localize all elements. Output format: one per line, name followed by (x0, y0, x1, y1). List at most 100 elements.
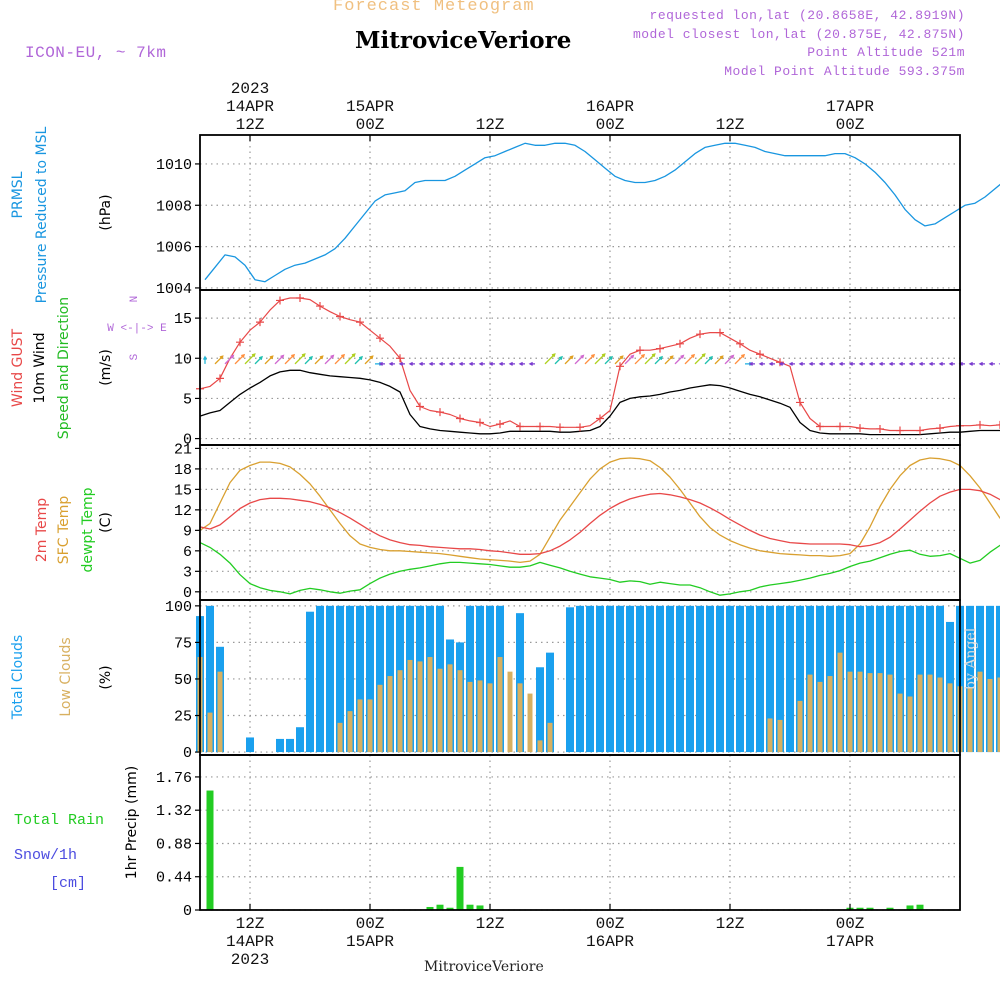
gust-marker (236, 338, 244, 347)
wind-direction-arrow (868, 361, 875, 366)
low-cloud-bar (917, 674, 923, 753)
total-rain-label: Total Rain (14, 812, 104, 829)
total-cloud-bar (726, 605, 734, 753)
low-cloud-bar (397, 670, 403, 753)
dewpoint-line (199, 542, 1000, 596)
wind-direction-arrow (264, 355, 274, 365)
low-cloud-bar (927, 674, 933, 753)
total-cloud-bar (786, 605, 794, 753)
y-tick-label: 1.32 (156, 803, 192, 820)
top-time-label: 12Z (716, 116, 745, 134)
pressure-frame (199, 134, 961, 291)
wind-direction-arrow (758, 361, 765, 366)
wind-direction-arrow (294, 353, 306, 365)
bottom-time-label: 2023 (231, 951, 269, 969)
bottom-time-label: 14APR (226, 933, 274, 951)
gust-marker (916, 426, 924, 435)
top-time-label: 00Z (356, 116, 385, 134)
total-cloud-bar (546, 652, 554, 753)
wind-direction-arrow (244, 353, 256, 365)
total-cloud-bar (606, 605, 614, 753)
top-time-label: 00Z (596, 116, 625, 134)
total-cloud-bar (666, 605, 674, 753)
model-label: ICON-EU, ~ 7km (25, 44, 167, 62)
total-cloud-bar (326, 605, 334, 753)
gust-marker (716, 328, 724, 337)
wind-direction-arrow (314, 355, 324, 365)
clouds-ylabel: (%) (98, 665, 114, 689)
precip-frame (199, 754, 961, 911)
total-cloud-bar (486, 605, 494, 753)
low-cloud-bar (537, 740, 543, 753)
y-tick-label: 18 (174, 462, 192, 479)
low-cloud-bar (417, 661, 423, 753)
wind-speed-direction-label: Speed and Direction (56, 297, 72, 439)
gust-marker (216, 374, 224, 383)
gust-marker (776, 358, 784, 367)
low-cloud-bar (857, 671, 863, 753)
total-cloud-bar (286, 738, 294, 753)
temp-2m-label: 2m Temp (34, 498, 50, 562)
wind-direction-arrow (878, 361, 885, 366)
y-tick-label: 0.88 (156, 836, 192, 853)
low-cloud-bar (387, 676, 393, 753)
point-altitude: Point Altitude 521m (807, 45, 965, 60)
y-tick-label: 1008 (156, 198, 192, 215)
wind-direction-arrow (908, 361, 915, 366)
meteogram-subtitle: Forecast Meteogram (333, 0, 535, 16)
wind-direction-arrow (788, 361, 795, 366)
temp-2m-line (199, 488, 1000, 555)
low-cloud-bar (887, 674, 893, 753)
wind-direction-arrow (518, 361, 525, 366)
low-cloud-bar (457, 670, 463, 753)
compass-west-east: W <-|-> E (107, 323, 167, 335)
y-tick-label: 1006 (156, 240, 192, 257)
low-cloud-bar (907, 696, 913, 753)
total-cloud-bar (206, 605, 214, 753)
wind-direction-arrow (968, 361, 975, 366)
top-time-label: 14APR (226, 98, 274, 116)
y-tick-label: 0 (183, 903, 192, 920)
low-cloud-bar (767, 718, 773, 753)
gust-marker (396, 354, 404, 363)
y-tick-label: 15 (174, 482, 192, 499)
wind-direction-arrow (388, 361, 395, 366)
gust-marker (616, 362, 624, 371)
wind-direction-arrow (364, 355, 374, 365)
wind-direction-arrow (614, 355, 624, 365)
y-tick-label: 1.76 (156, 770, 192, 787)
gust-marker (536, 422, 544, 431)
total-cloud-bar (766, 605, 774, 753)
precip-bar (446, 907, 454, 910)
gust-marker (596, 414, 604, 423)
wind-direction-arrow (224, 354, 235, 365)
gust-marker (476, 418, 484, 427)
bottom-location-label: MitroviceVeriore (424, 959, 544, 975)
wind-direction-arrow (554, 355, 563, 365)
pressure-ylabel: (hPa) (98, 194, 114, 230)
y-tick-label: 1004 (156, 281, 192, 298)
wind-direction-arrow (574, 354, 585, 365)
wind-direction-arrow (644, 353, 656, 365)
pressure-line (204, 142, 1000, 283)
low-cloud-bar (997, 677, 1000, 753)
total-cloud-bar (366, 605, 374, 753)
wind-direction-arrow (202, 355, 208, 364)
wind-direction-arrow (564, 355, 574, 365)
bottom-time-label: 12Z (476, 915, 505, 933)
bottom-time-label: 17APR (826, 933, 874, 951)
total-cloud-bar (796, 605, 804, 753)
total-cloud-bar (646, 605, 654, 753)
total-cloud-bar (586, 605, 594, 753)
gust-marker (276, 296, 284, 305)
y-tick-label: 100 (165, 599, 192, 616)
total-cloud-bar (376, 605, 384, 753)
y-tick-label: 21 (174, 441, 192, 458)
gust-marker (856, 424, 864, 433)
wind-direction-arrow (818, 361, 825, 366)
wind-frame (199, 289, 961, 446)
wind-direction-arrow (778, 361, 785, 366)
wind-direction-arrow (604, 355, 613, 365)
wind-direction-arrow (938, 361, 945, 366)
